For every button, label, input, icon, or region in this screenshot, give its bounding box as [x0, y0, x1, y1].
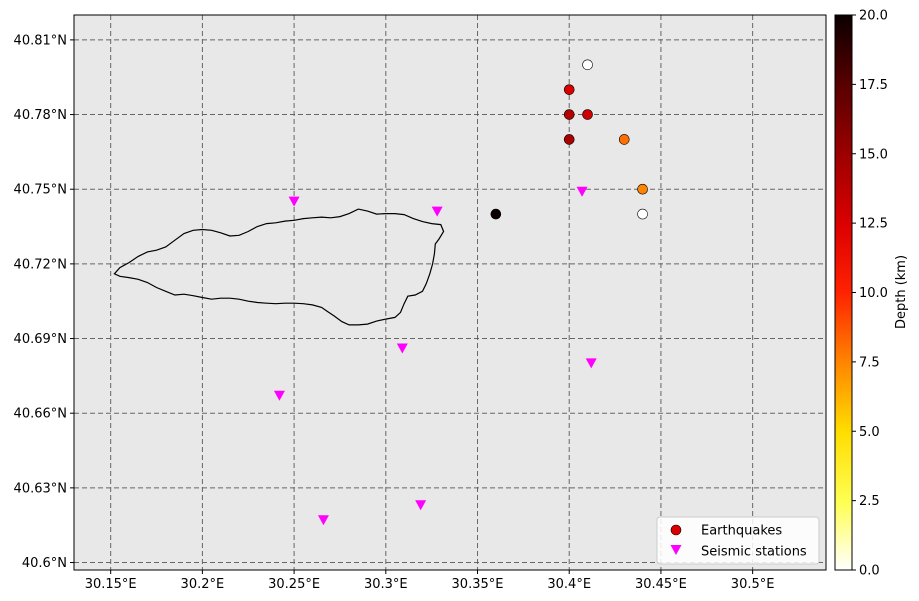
x-tick-label: 30.2°E [181, 577, 225, 592]
earthquake-marker [563, 109, 575, 120]
earthquake-marker [582, 109, 593, 120]
legend-earthquake-marker [670, 524, 682, 536]
colorbar-tick-label: 20.0 [859, 9, 888, 24]
plot-background [74, 15, 826, 570]
seismic-station-marker [317, 515, 329, 526]
y-tick-label: 40.78°N [14, 108, 67, 123]
y-tick-label: 40.75°N [14, 183, 67, 198]
depth-colorbar: 0.0 2.5 5.0 7.5 10.0 12.5 15.0 17.5 20.0 Depth (… [834, 9, 909, 579]
y-tick-label: 40.6°N [22, 556, 67, 571]
x-tick-label: 30.45°E [635, 577, 687, 592]
y-axis-ticks: 40.6°N 40.63°N 40.66°N 40.69°N 40.72°N 40.75°… [14, 33, 74, 571]
x-tick-label: 30.5°E [731, 577, 775, 592]
earthquake-marker [582, 59, 593, 71]
y-tick-label: 40.63°N [14, 481, 67, 496]
seismic-station-marker [273, 390, 285, 401]
x-tick-label: 30.35°E [452, 577, 504, 592]
seismic-stations-layer [273, 186, 597, 526]
legend-stations-label: Seismic stations [701, 545, 807, 560]
seismic-station-marker [288, 196, 300, 207]
y-tick-label: 40.72°N [14, 257, 67, 272]
earthquake-marker [490, 208, 502, 220]
colorbar-tick-label: 15.0 [859, 147, 888, 162]
x-tick-label: 30.15°E [85, 577, 137, 592]
colorbar-tick-label: 17.5 [859, 78, 888, 93]
colorbar-gradient [834, 14, 853, 571]
legend-earthquakes-label: Earthquakes [701, 524, 782, 539]
colorbar-tick-label: 0.0 [859, 564, 880, 579]
colorbar-label: Depth (km) [894, 255, 909, 329]
x-tick-label: 30.25°E [268, 577, 320, 592]
earthquake-marker [637, 208, 648, 220]
seismic-station-marker [396, 343, 408, 354]
colorbar-tick-label: 10.0 [859, 286, 888, 301]
earthquake-marker [618, 134, 630, 145]
x-axis-ticks: 30.15°E 30.2°E 30.25°E 30.3°E 30.35°E 30.4°E 3… [85, 570, 775, 592]
region-outline [113, 208, 445, 326]
plot-frame [73, 14, 827, 571]
earthquakes-layer [490, 59, 648, 220]
earthquake-marker [563, 84, 575, 95]
earthquake-marker [563, 134, 575, 145]
colorbar-tick-label: 12.5 [859, 217, 888, 232]
y-tick-label: 40.66°N [14, 407, 67, 422]
earthquake-marker [637, 183, 648, 195]
x-tick-label: 30.4°E [547, 577, 591, 592]
colorbar-ticks: 0.0 2.5 5.0 7.5 10.0 12.5 15.0 17.5 20.0 [852, 9, 888, 579]
seismic-station-marker [431, 206, 443, 217]
x-tick-label: 30.3°E [364, 577, 408, 592]
legend: Earthquakes Seismic stations [656, 516, 820, 565]
legend-box [656, 516, 820, 565]
seismic-station-marker [585, 358, 597, 369]
y-tick-label: 40.69°N [14, 332, 67, 347]
colorbar-tick-label: 5.0 [859, 425, 880, 440]
seismic-station-marker [415, 500, 427, 511]
legend-station-marker [670, 545, 682, 555]
colorbar-tick-label: 7.5 [859, 355, 880, 370]
colorbar-tick-label: 2.5 [859, 494, 880, 509]
y-tick-label: 40.81°N [14, 33, 67, 48]
region-boundary [113, 208, 445, 326]
seismic-station-marker [576, 186, 588, 197]
